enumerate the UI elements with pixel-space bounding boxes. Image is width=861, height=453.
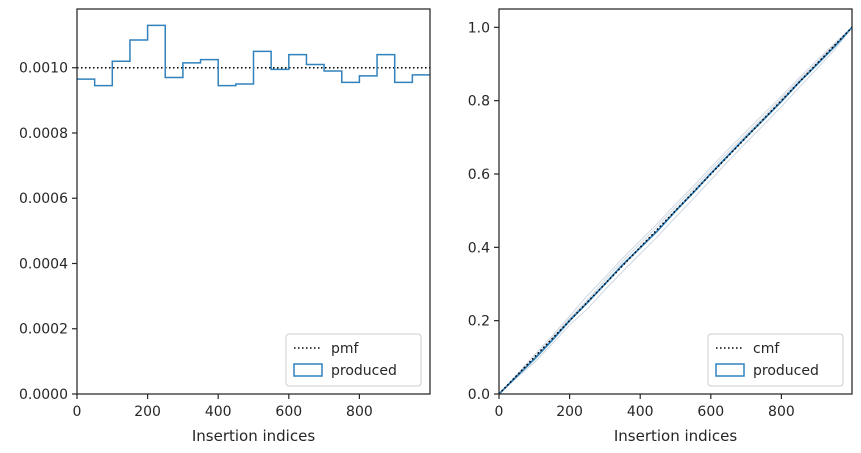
x-tick-label: 0 [73,404,82,420]
y-tick-label: 0.0002 [19,322,68,338]
x-tick-label: 200 [134,404,161,420]
x-axis-label: Insertion indices [192,427,315,445]
y-tick-label: 0.8 [468,94,490,110]
legend-box [707,333,844,387]
legend-produced-swatch [715,363,745,377]
x-tick-label: 800 [346,404,373,420]
y-tick-label: 0.0008 [19,126,68,142]
y-tick-label: 0.2 [468,314,490,330]
x-tick-label: 800 [768,404,795,420]
cmf-panel: 0 200 400 600 800 0.0 0.2 0.4 0.6 0.8 1.0 Insertion… [468,8,853,445]
legend-cmf-label: cmf [753,341,780,357]
band-line-0 [499,26,852,394]
y-tick-label: 0.0004 [19,256,68,272]
axes-frame [498,8,853,395]
legend-box [285,333,422,387]
legend-pmf-label: pmf [331,341,360,357]
pmf-histogram-panel: 0 200 400 600 800 0.0000 0.0002 0.0004 0.0006 0.0… [19,8,431,445]
y-tick-label: 0.6 [468,167,490,183]
y-tick-label: 0.0000 [19,387,68,403]
y-tick-label: 1.0 [468,20,490,36]
plot-area [77,24,430,87]
x-tick-label: 400 [205,404,232,420]
x-tick-label: 0 [495,404,504,420]
y-tick-label: 0.0006 [19,191,68,207]
x-tick-label: 600 [275,404,302,420]
x-axis-label: Insertion indices [614,427,737,445]
legend-produced-label: produced [753,363,819,379]
y-tick-label: 0.4 [468,240,490,256]
plot-area [499,26,852,394]
y-tick-label: 0.0010 [19,61,68,77]
y-tick-label: 0.0 [468,387,490,403]
axes-frame [76,8,431,395]
band-line-1 [499,27,852,394]
produced-step-line [77,24,430,87]
x-tick-label: 200 [556,404,583,420]
x-tick-label: 400 [627,404,654,420]
band-line-2 [499,26,852,394]
cmf-line-overlay [499,26,852,394]
x-tick-label: 600 [697,404,724,420]
legend-produced-label: produced [331,363,397,379]
legend-produced-swatch [293,363,323,377]
